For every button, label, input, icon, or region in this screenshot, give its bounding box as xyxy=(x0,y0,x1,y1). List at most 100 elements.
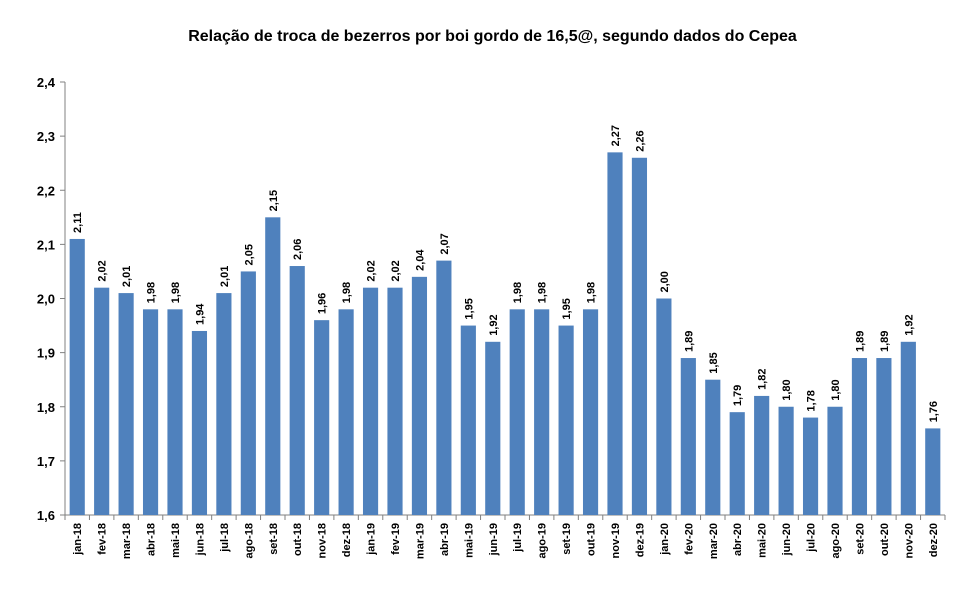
bar xyxy=(142,309,159,515)
x-tick-label: dez-18 xyxy=(341,523,353,557)
data-label: 2,00 xyxy=(659,271,671,292)
x-tick-label: set-18 xyxy=(268,523,280,555)
x-tick-label: jun-20 xyxy=(781,523,793,556)
bar xyxy=(338,309,354,515)
data-label: 1,89 xyxy=(854,331,866,352)
bar xyxy=(436,260,452,515)
y-tick-label: 2,4 xyxy=(37,75,56,90)
bar xyxy=(680,358,696,515)
x-tick-label: fev-20 xyxy=(683,523,695,555)
x-tick-label: jan-20 xyxy=(659,523,671,556)
y-tick-label: 2,2 xyxy=(37,183,55,198)
data-label: 2,06 xyxy=(292,239,304,260)
bar xyxy=(582,309,599,515)
bar xyxy=(925,428,941,515)
data-label: 1,98 xyxy=(341,282,353,303)
data-label: 1,89 xyxy=(879,331,891,352)
bar xyxy=(460,325,476,515)
y-tick-label: 2,3 xyxy=(37,129,55,144)
x-tick-label: fev-19 xyxy=(390,523,402,555)
y-tick-label: 1,8 xyxy=(37,400,55,415)
x-tick-label: mai-19 xyxy=(463,523,475,558)
data-label: 1,95 xyxy=(561,298,573,319)
data-label: 1,80 xyxy=(781,379,793,400)
data-label: 2,04 xyxy=(414,249,426,271)
bar xyxy=(876,358,892,515)
x-tick-label: jan-19 xyxy=(366,523,378,556)
chart-title: Relação de troca de bezerros por boi gor… xyxy=(188,28,797,45)
bar xyxy=(851,358,868,515)
y-tick-label: 2,1 xyxy=(37,237,55,252)
bar xyxy=(314,320,330,515)
x-tick-label: fev-18 xyxy=(97,523,109,555)
x-tick-label: dez-20 xyxy=(928,523,940,557)
bar xyxy=(69,238,85,515)
bar xyxy=(362,287,379,515)
bar xyxy=(705,379,721,515)
bar xyxy=(558,325,574,515)
data-label: 2,01 xyxy=(219,266,231,287)
data-label: 2,11 xyxy=(72,212,84,233)
x-tick-label: nov-18 xyxy=(317,523,329,558)
bar xyxy=(118,293,134,515)
data-label: 1,79 xyxy=(732,385,744,406)
x-tick-label: mar-20 xyxy=(708,523,720,559)
bar xyxy=(289,266,305,515)
data-label: 2,15 xyxy=(268,190,280,211)
x-tick-label: ago-20 xyxy=(830,523,842,558)
bar xyxy=(656,298,672,515)
x-tick-label: set-20 xyxy=(854,523,866,555)
x-tick-label: jun-18 xyxy=(194,523,206,556)
bar xyxy=(509,309,525,515)
data-label: 1,98 xyxy=(537,282,549,303)
x-tick-label: ago-19 xyxy=(537,523,549,558)
x-tick-label: abr-18 xyxy=(146,523,158,556)
x-tick-label: abr-20 xyxy=(732,523,744,556)
data-label: 1,92 xyxy=(488,314,500,335)
bar xyxy=(240,271,256,515)
data-label: 1,95 xyxy=(463,298,475,319)
x-tick-label: jan-18 xyxy=(72,523,84,556)
data-label: 1,98 xyxy=(170,282,182,303)
bar xyxy=(900,341,916,515)
data-label: 2,27 xyxy=(610,125,622,146)
bar xyxy=(411,276,428,515)
x-tick-label: out-18 xyxy=(292,523,304,556)
x-tick-label: nov-20 xyxy=(903,523,915,558)
y-tick-label: 1,6 xyxy=(37,508,55,523)
bar xyxy=(534,309,550,515)
data-label: 2,01 xyxy=(121,266,133,287)
data-label: 2,26 xyxy=(634,130,646,151)
x-tick-label: set-19 xyxy=(561,523,573,555)
data-label: 2,05 xyxy=(243,244,255,265)
data-label: 2,02 xyxy=(97,260,109,281)
data-label: 1,78 xyxy=(806,390,818,411)
x-tick-label: jul-18 xyxy=(219,523,231,553)
bar xyxy=(167,309,183,515)
bar xyxy=(778,406,794,515)
data-label: 1,80 xyxy=(830,379,842,400)
data-label: 1,98 xyxy=(146,282,158,303)
x-tick-label: out-20 xyxy=(879,523,891,556)
y-tick-label: 2,0 xyxy=(37,292,55,307)
bar xyxy=(631,157,648,515)
data-label: 1,96 xyxy=(317,293,329,314)
bar xyxy=(265,217,281,515)
bar xyxy=(827,406,843,515)
bar xyxy=(802,417,819,515)
bar xyxy=(754,395,770,515)
bar xyxy=(729,412,745,515)
data-label: 1,82 xyxy=(757,369,769,390)
bar xyxy=(216,293,232,515)
data-label: 2,02 xyxy=(390,260,402,281)
x-tick-label: jun-19 xyxy=(488,523,500,556)
x-tick-label: out-19 xyxy=(586,523,598,556)
data-label: 2,02 xyxy=(366,260,378,281)
data-label: 1,98 xyxy=(586,282,598,303)
data-label: 1,98 xyxy=(512,282,524,303)
x-tick-label: mar-19 xyxy=(414,523,426,559)
data-label: 1,76 xyxy=(928,401,940,422)
x-tick-label: mai-20 xyxy=(757,523,769,558)
data-label: 1,92 xyxy=(903,314,915,335)
